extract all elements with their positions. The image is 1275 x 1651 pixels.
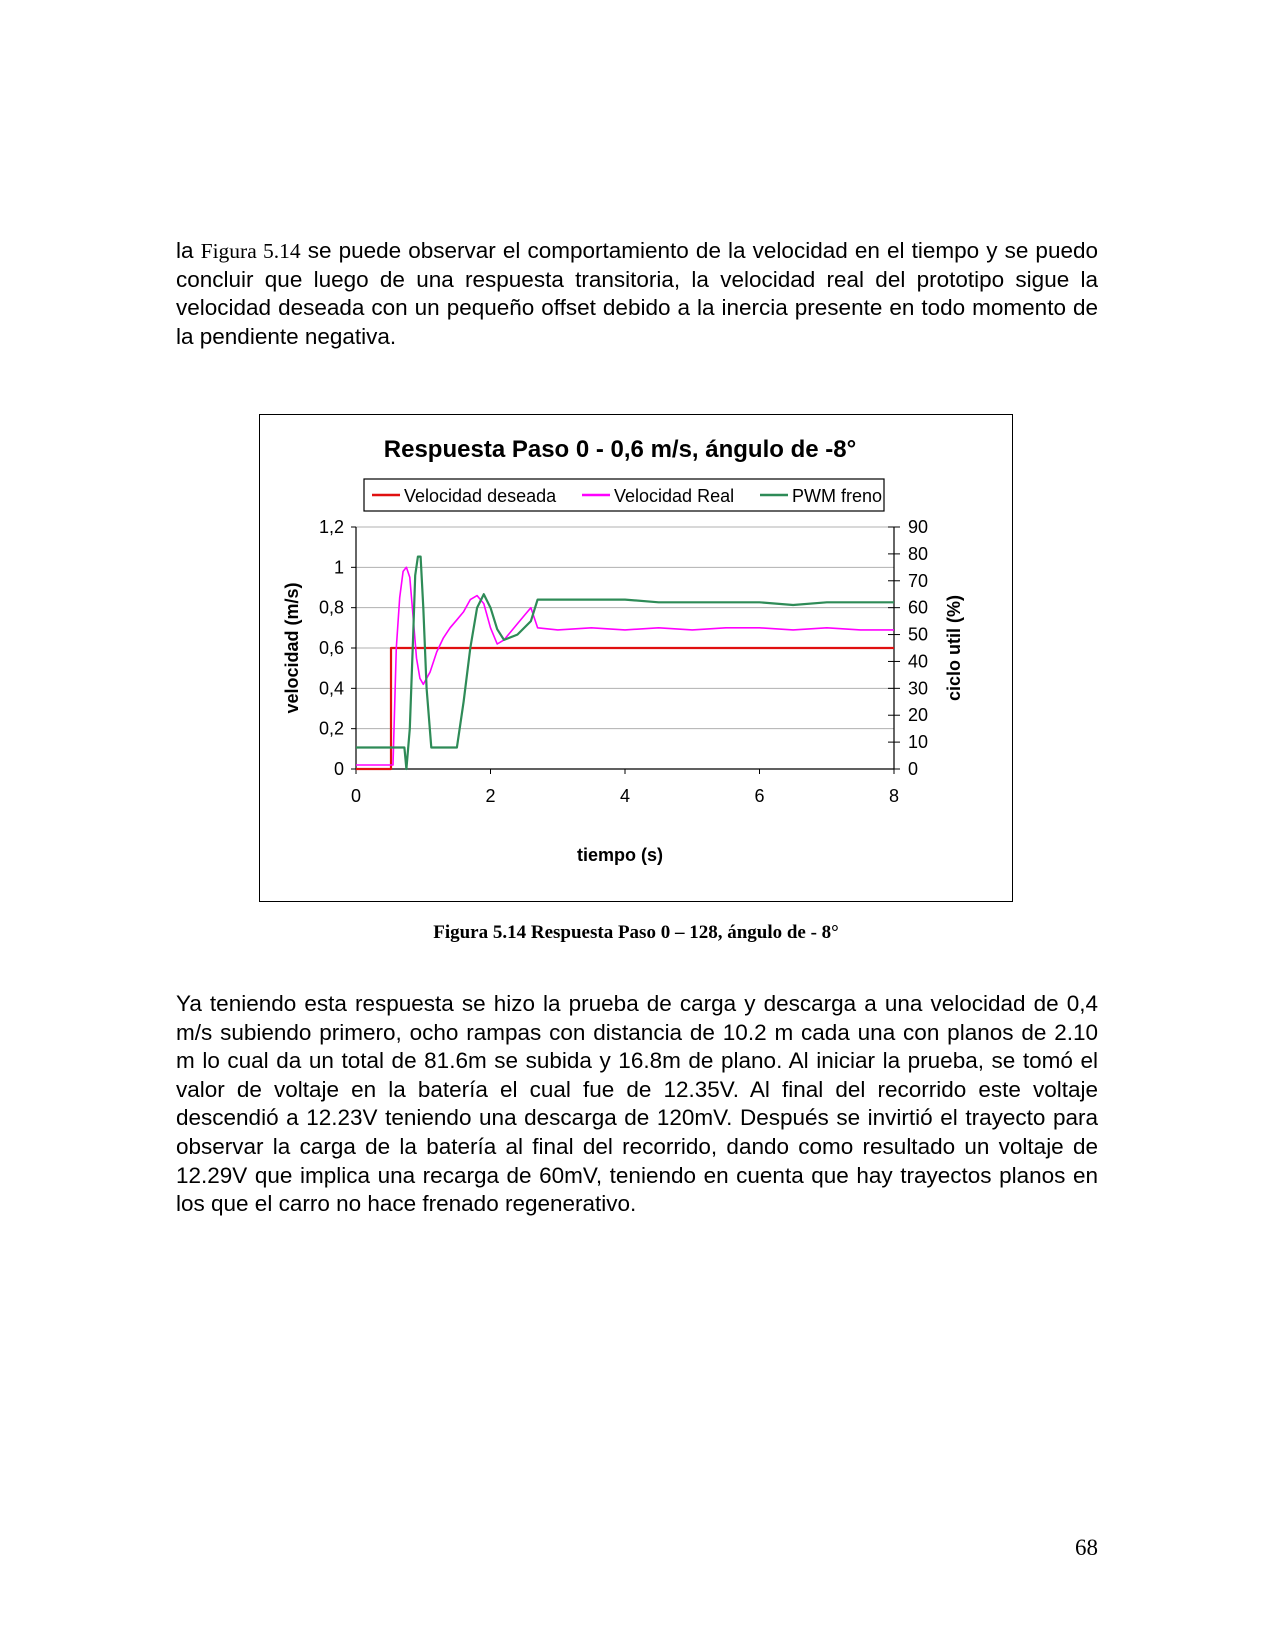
chart-title: Respuesta Paso 0 - 0,6 m/s, ángulo de -8… [384,436,856,463]
x-tick-label-3: 6 [754,786,764,806]
page-number: 68 [1075,1535,1098,1560]
y2-tick-label-5: 50 [908,625,928,645]
y-tick-label-1: 0,2 [319,719,344,739]
series-line-2 [356,555,894,771]
paragraph-results: Ya teniendo esta respuesta se hizo la pr… [176,991,1098,1217]
y2-tick-label-8: 80 [908,544,928,564]
velocity-chart: Respuesta Paso 0 - 0,6 m/s, ángulo de -8… [282,436,964,865]
y2-tick-label-9: 90 [908,517,928,537]
y2-tick-label-4: 40 [908,651,928,671]
x-tick-label-4: 8 [889,786,899,806]
figure-reference[interactable]: Figura 5.14 [200,239,301,263]
y2-tick-label-3: 30 [908,678,928,698]
y-tick-label-5: 1 [334,557,344,577]
y2-tick-label-0: 0 [908,759,918,779]
y2-tick-label-2: 20 [908,705,928,725]
legend-box [363,478,885,512]
x-tick-label-0: 0 [351,786,361,806]
y-tick-label-3: 0,6 [319,638,344,658]
x-axis-label: tiempo (s) [577,845,663,865]
series-line-1 [356,566,894,766]
legend-label-2: PWM freno [792,486,882,506]
chart-frame: Respuesta Paso 0 - 0,6 m/s, ángulo de -8… [259,414,1013,902]
paragraph-intro-lead: la [176,238,201,263]
y2-tick-label-1: 10 [908,732,928,752]
y2-axis-label: ciclo util (%) [944,595,964,701]
y-tick-label-6: 1,2 [319,517,344,537]
y-tick-label-4: 0,8 [319,598,344,618]
y2-tick-label-7: 70 [908,571,928,591]
legend-label-1: Velocidad Real [614,486,734,506]
figure-caption: Figura 5.14 Respuesta Paso 0 – 128, ángu… [433,922,839,943]
paragraph-intro: la Figura 5.14 se puede observar el comp… [176,237,1098,351]
paragraph-intro-text: se puede observar el comportamiento de l… [176,238,1098,349]
x-tick-label-2: 4 [620,786,630,806]
y-axis-label: velocidad (m/s) [282,582,302,713]
y-tick-label-2: 0,4 [319,678,344,698]
y2-tick-label-6: 60 [908,598,928,618]
y-tick-label-0: 0 [334,759,344,779]
series-line-0 [356,646,894,771]
x-tick-label-1: 2 [485,786,495,806]
legend-label-0: Velocidad deseada [404,486,557,506]
